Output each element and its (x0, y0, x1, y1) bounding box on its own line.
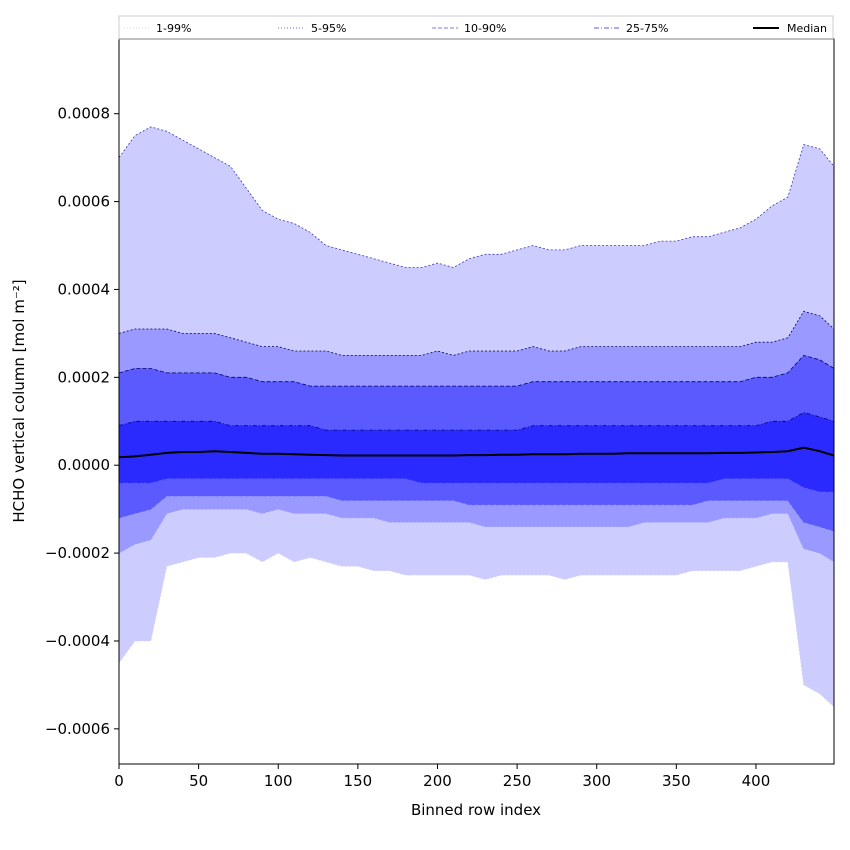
x-tick-label: 50 (189, 772, 208, 790)
band-lower-line-5-95% (119, 508, 834, 563)
legend-label: 5-95% (311, 22, 346, 35)
x-tick-label: 350 (662, 772, 691, 790)
x-tick-label: 400 (742, 772, 771, 790)
x-axis-label: Binned row index (411, 801, 541, 819)
legend-label: 1-99% (156, 22, 191, 35)
legend-label: Median (787, 22, 827, 35)
x-tick-label: 150 (344, 772, 373, 790)
x-tick-label: 0 (114, 772, 124, 790)
y-tick-label: 0.0008 (58, 105, 111, 123)
percentile-lines (119, 126, 834, 708)
y-axis-label: HCHO vertical column [mol m⁻²] (10, 279, 28, 522)
band-upper-line-25-75% (119, 412, 834, 431)
legend-label: 25-75% (626, 22, 668, 35)
y-tick-label: −0.0004 (45, 632, 110, 650)
band-25-75% (119, 412, 834, 492)
y-tick-label: 0.0000 (58, 456, 111, 474)
percentile-bands (119, 126, 834, 707)
y-axis: −0.0006 −0.0004 −0.0002 0.0000 0.0002 0.0004 0… (45, 105, 119, 738)
y-tick-label: 0.0004 (58, 280, 111, 298)
legend: 1-99% 5-95% 10-90% 25-75% Median (118, 15, 834, 40)
y-tick-label: 0.0002 (58, 368, 111, 386)
y-tick-label: −0.0006 (45, 720, 110, 738)
band-upper-line-5-95% (119, 310, 834, 356)
band-lower-line-1-99% (119, 552, 834, 708)
x-tick-label: 200 (423, 772, 452, 790)
y-tick-label: 0.0006 (58, 193, 111, 211)
x-tick-label: 300 (582, 772, 611, 790)
y-tick-label: −0.0002 (45, 544, 110, 562)
series-line-median (119, 446, 834, 459)
band-upper-line-1-99% (119, 126, 834, 268)
band-lower-line-25-75% (119, 478, 834, 492)
x-tick-label: 250 (503, 772, 532, 790)
band-upper-line-10-90% (119, 354, 834, 387)
x-axis: 0 50 100 150 200 250 300 350 400 (114, 764, 770, 790)
legend-label: 10-90% (464, 22, 506, 35)
x-tick-label: 100 (264, 772, 293, 790)
